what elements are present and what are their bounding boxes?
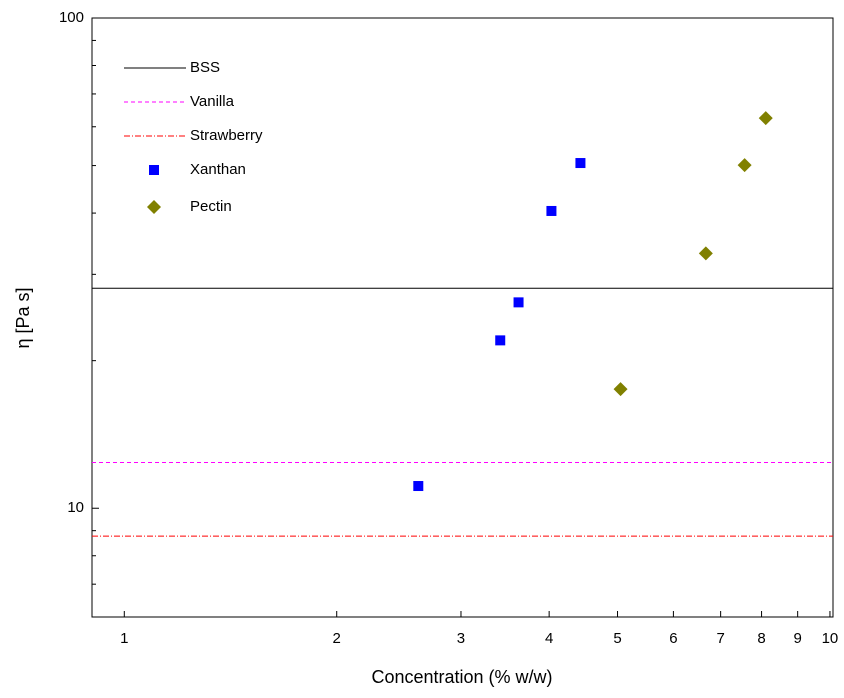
- y-tick-label: 10: [67, 499, 84, 516]
- point: [758, 111, 773, 126]
- legend-swatch: [149, 165, 159, 175]
- x-tick-label: 4: [545, 630, 553, 647]
- x-tick-label: 10: [822, 630, 839, 647]
- x-tick-label: 5: [613, 630, 621, 647]
- point: [546, 205, 557, 216]
- y-axis-label: η [Pa s]: [13, 287, 33, 348]
- point: [613, 382, 628, 397]
- x-tick-label: 7: [716, 630, 724, 647]
- legend-label: Strawberry: [190, 127, 263, 144]
- point: [495, 335, 506, 346]
- point: [698, 246, 713, 261]
- point: [575, 158, 586, 169]
- legend-label: BSS: [190, 59, 220, 76]
- y-tick-label: 100: [59, 9, 84, 26]
- legend-swatch: [147, 200, 161, 214]
- x-tick-label: 1: [120, 630, 128, 647]
- x-tick-label: 8: [757, 630, 765, 647]
- x-tick-label: 3: [457, 630, 465, 647]
- legend-label: Pectin: [190, 198, 232, 215]
- x-axis-label: Concentration (% w/w): [371, 667, 552, 687]
- legend-label: Vanilla: [190, 93, 235, 110]
- point: [413, 481, 424, 492]
- plot-frame: [91, 17, 834, 618]
- point: [737, 158, 752, 173]
- legend-label: Xanthan: [190, 161, 246, 178]
- point: [513, 297, 524, 308]
- x-tick-label: 2: [333, 630, 341, 647]
- x-tick-label: 6: [669, 630, 677, 647]
- x-tick-label: 9: [793, 630, 801, 647]
